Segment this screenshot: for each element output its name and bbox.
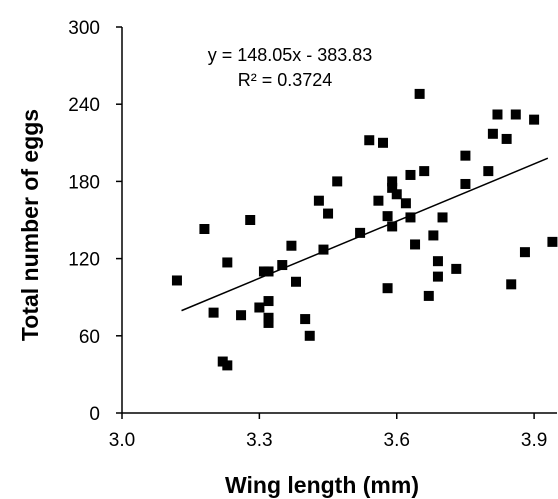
- r-squared-annotation: R² = 0.3724: [238, 70, 333, 90]
- data-point: [222, 360, 233, 371]
- data-point: [382, 283, 393, 294]
- data-point: [373, 195, 384, 206]
- data-point: [300, 314, 311, 325]
- data-point: [332, 176, 343, 187]
- data-point: [460, 178, 471, 189]
- data-point: [291, 276, 301, 287]
- data-point: [391, 189, 402, 200]
- data-point: [432, 271, 443, 282]
- data-point: [547, 236, 558, 247]
- axes: 0 60 120 180 240 300 3.0 3.3 3.6 3.9: [68, 18, 557, 451]
- data-point: [286, 240, 297, 251]
- data-point: [245, 215, 256, 225]
- y-tick-label: 0: [89, 404, 100, 425]
- data-point: [387, 221, 398, 232]
- data-point: [263, 317, 274, 328]
- x-tick-label: 3.9: [521, 430, 547, 451]
- data-point: [414, 88, 425, 99]
- data-point: [222, 257, 233, 268]
- data-point: [313, 195, 324, 206]
- data-point: [318, 244, 329, 255]
- x-tick-label: 3.3: [246, 430, 272, 451]
- data-point: [378, 137, 388, 148]
- data-point: [263, 266, 274, 277]
- data-point: [405, 169, 416, 180]
- data-point: [199, 224, 210, 235]
- equation-annotation: y = 148.05x - 383.83: [208, 45, 373, 65]
- data-point: [506, 279, 517, 290]
- data-point: [254, 302, 265, 313]
- data-point: [510, 109, 521, 120]
- y-axis-title: Total number of eggs: [17, 109, 43, 341]
- data-point: [460, 150, 471, 161]
- data-point: [432, 256, 443, 267]
- data-point: [451, 263, 462, 274]
- data-point: [423, 290, 434, 301]
- data-point: [487, 128, 498, 139]
- y-tick-label: 180: [68, 172, 100, 193]
- data-point: [501, 133, 512, 144]
- data-point: [382, 211, 393, 222]
- data-point: [492, 109, 503, 120]
- y-tick-label: 240: [68, 95, 100, 116]
- data-points: [171, 88, 558, 371]
- data-point: [277, 260, 288, 271]
- data-point: [437, 212, 448, 223]
- data-point: [263, 296, 274, 307]
- data-point: [263, 312, 274, 323]
- data-point: [387, 176, 398, 187]
- data-point: [483, 166, 494, 177]
- data-point: [364, 135, 375, 146]
- data-point: [529, 114, 540, 125]
- data-point: [236, 310, 247, 321]
- data-point: [419, 166, 430, 177]
- y-tick-label: 60: [79, 327, 100, 348]
- data-point: [405, 212, 416, 223]
- data-point: [400, 198, 411, 209]
- data-point: [355, 227, 366, 238]
- y-tick-label: 300: [68, 18, 100, 39]
- x-tick-label: 3.6: [384, 430, 410, 451]
- x-tick-label: 3.0: [109, 430, 135, 451]
- data-point: [428, 230, 439, 241]
- x-axis-title: Wing length (mm): [225, 472, 419, 498]
- data-point: [410, 239, 421, 250]
- data-point: [387, 182, 398, 193]
- data-point: [519, 247, 530, 258]
- data-point: [304, 330, 315, 341]
- y-tick-label: 120: [68, 250, 100, 271]
- data-point: [208, 307, 219, 318]
- data-point: [323, 208, 334, 219]
- data-point: [171, 275, 182, 286]
